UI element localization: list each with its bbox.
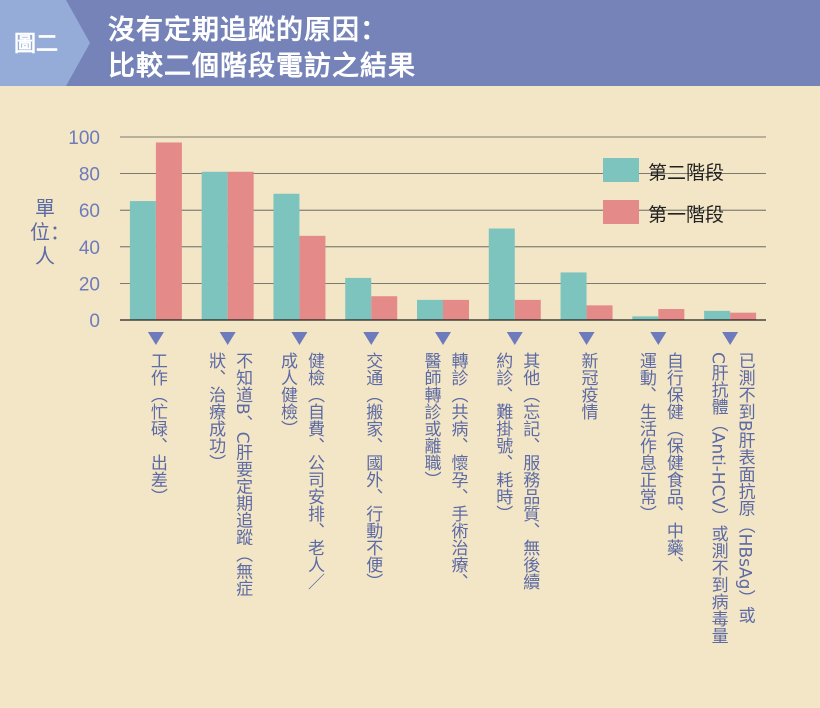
category-marker (650, 332, 667, 345)
category-marker (363, 332, 380, 345)
bar-phase1 (155, 142, 182, 320)
y-tick-label: 60 (79, 201, 100, 222)
x-tick-label: 健檢（自費、公司安排、老人／ 成人健檢） (276, 352, 324, 590)
x-tick-label: 轉診（共病、懷孕、手術治療、 醫師轉診或離職） (420, 352, 468, 590)
y-tick-label: 40 (79, 238, 100, 259)
x-tick-label: 新冠疫情 (577, 352, 598, 420)
bar-phase1 (299, 235, 326, 320)
x-tick-label: 其他（忘記、服務品質、無後續 約診、難掛號、耗時） (492, 352, 540, 590)
chart-header: 圖二 沒有定期追蹤的原因： 比較二個階段電訪之結果 (0, 0, 820, 86)
chart-title-line1: 沒有定期追蹤的原因： (108, 15, 388, 46)
legend-swatch-phase2 (603, 158, 639, 182)
bar-phase2 (488, 228, 515, 320)
bar-phase2 (345, 277, 372, 320)
category-marker (722, 332, 739, 345)
x-tick-label: 交通（搬家、國外、行動不便） (362, 352, 383, 590)
bar-phase2 (560, 272, 587, 320)
category-marker (291, 332, 308, 345)
bar-phase1 (658, 309, 685, 320)
bar-phase1 (443, 299, 469, 320)
bar-phase1 (586, 305, 613, 320)
bar-phase2 (201, 171, 228, 320)
y-tick-label: 80 (79, 165, 100, 186)
bar-phase2 (129, 201, 156, 320)
bar-phase1 (227, 171, 254, 320)
bar-phase1 (730, 312, 757, 320)
x-tick-label: 不知道B、C肝要定期追蹤（無症 狀、治療成功） (205, 352, 253, 597)
x-tick-label: 自行保健（保健食品、中藥、 運動、生活作息正常） (635, 352, 683, 573)
x-tick-label: 已測不到B肝表面抗原（HBsAg）或 C肝抗體（Anti-HCV）或測不到病毒量 (707, 352, 755, 645)
x-tick-label: 工作（忙碌、出差） (146, 352, 167, 505)
legend-label-phase1: 第一階段 (648, 204, 725, 226)
bar-phase2 (704, 310, 731, 320)
y-tick-label: 0 (89, 311, 100, 332)
legend-label-phase2: 第二階段 (648, 162, 725, 184)
category-marker (219, 332, 236, 345)
figure-tag-label: 圖二 (14, 32, 59, 57)
bar-phase2 (273, 193, 300, 320)
chart-title-line2: 比較二個階段電訪之結果 (108, 51, 416, 82)
y-tick-label: 100 (68, 128, 100, 149)
category-marker (147, 332, 164, 345)
category-marker (435, 332, 451, 345)
category-marker (506, 332, 523, 345)
y-tick-label: 20 (79, 274, 100, 295)
legend-swatch-phase1 (603, 200, 639, 224)
bar-phase1 (371, 296, 398, 320)
bar-phase2 (417, 299, 443, 320)
category-marker (578, 332, 595, 345)
bar-phase1 (514, 299, 541, 320)
bar-phase2 (632, 316, 659, 320)
